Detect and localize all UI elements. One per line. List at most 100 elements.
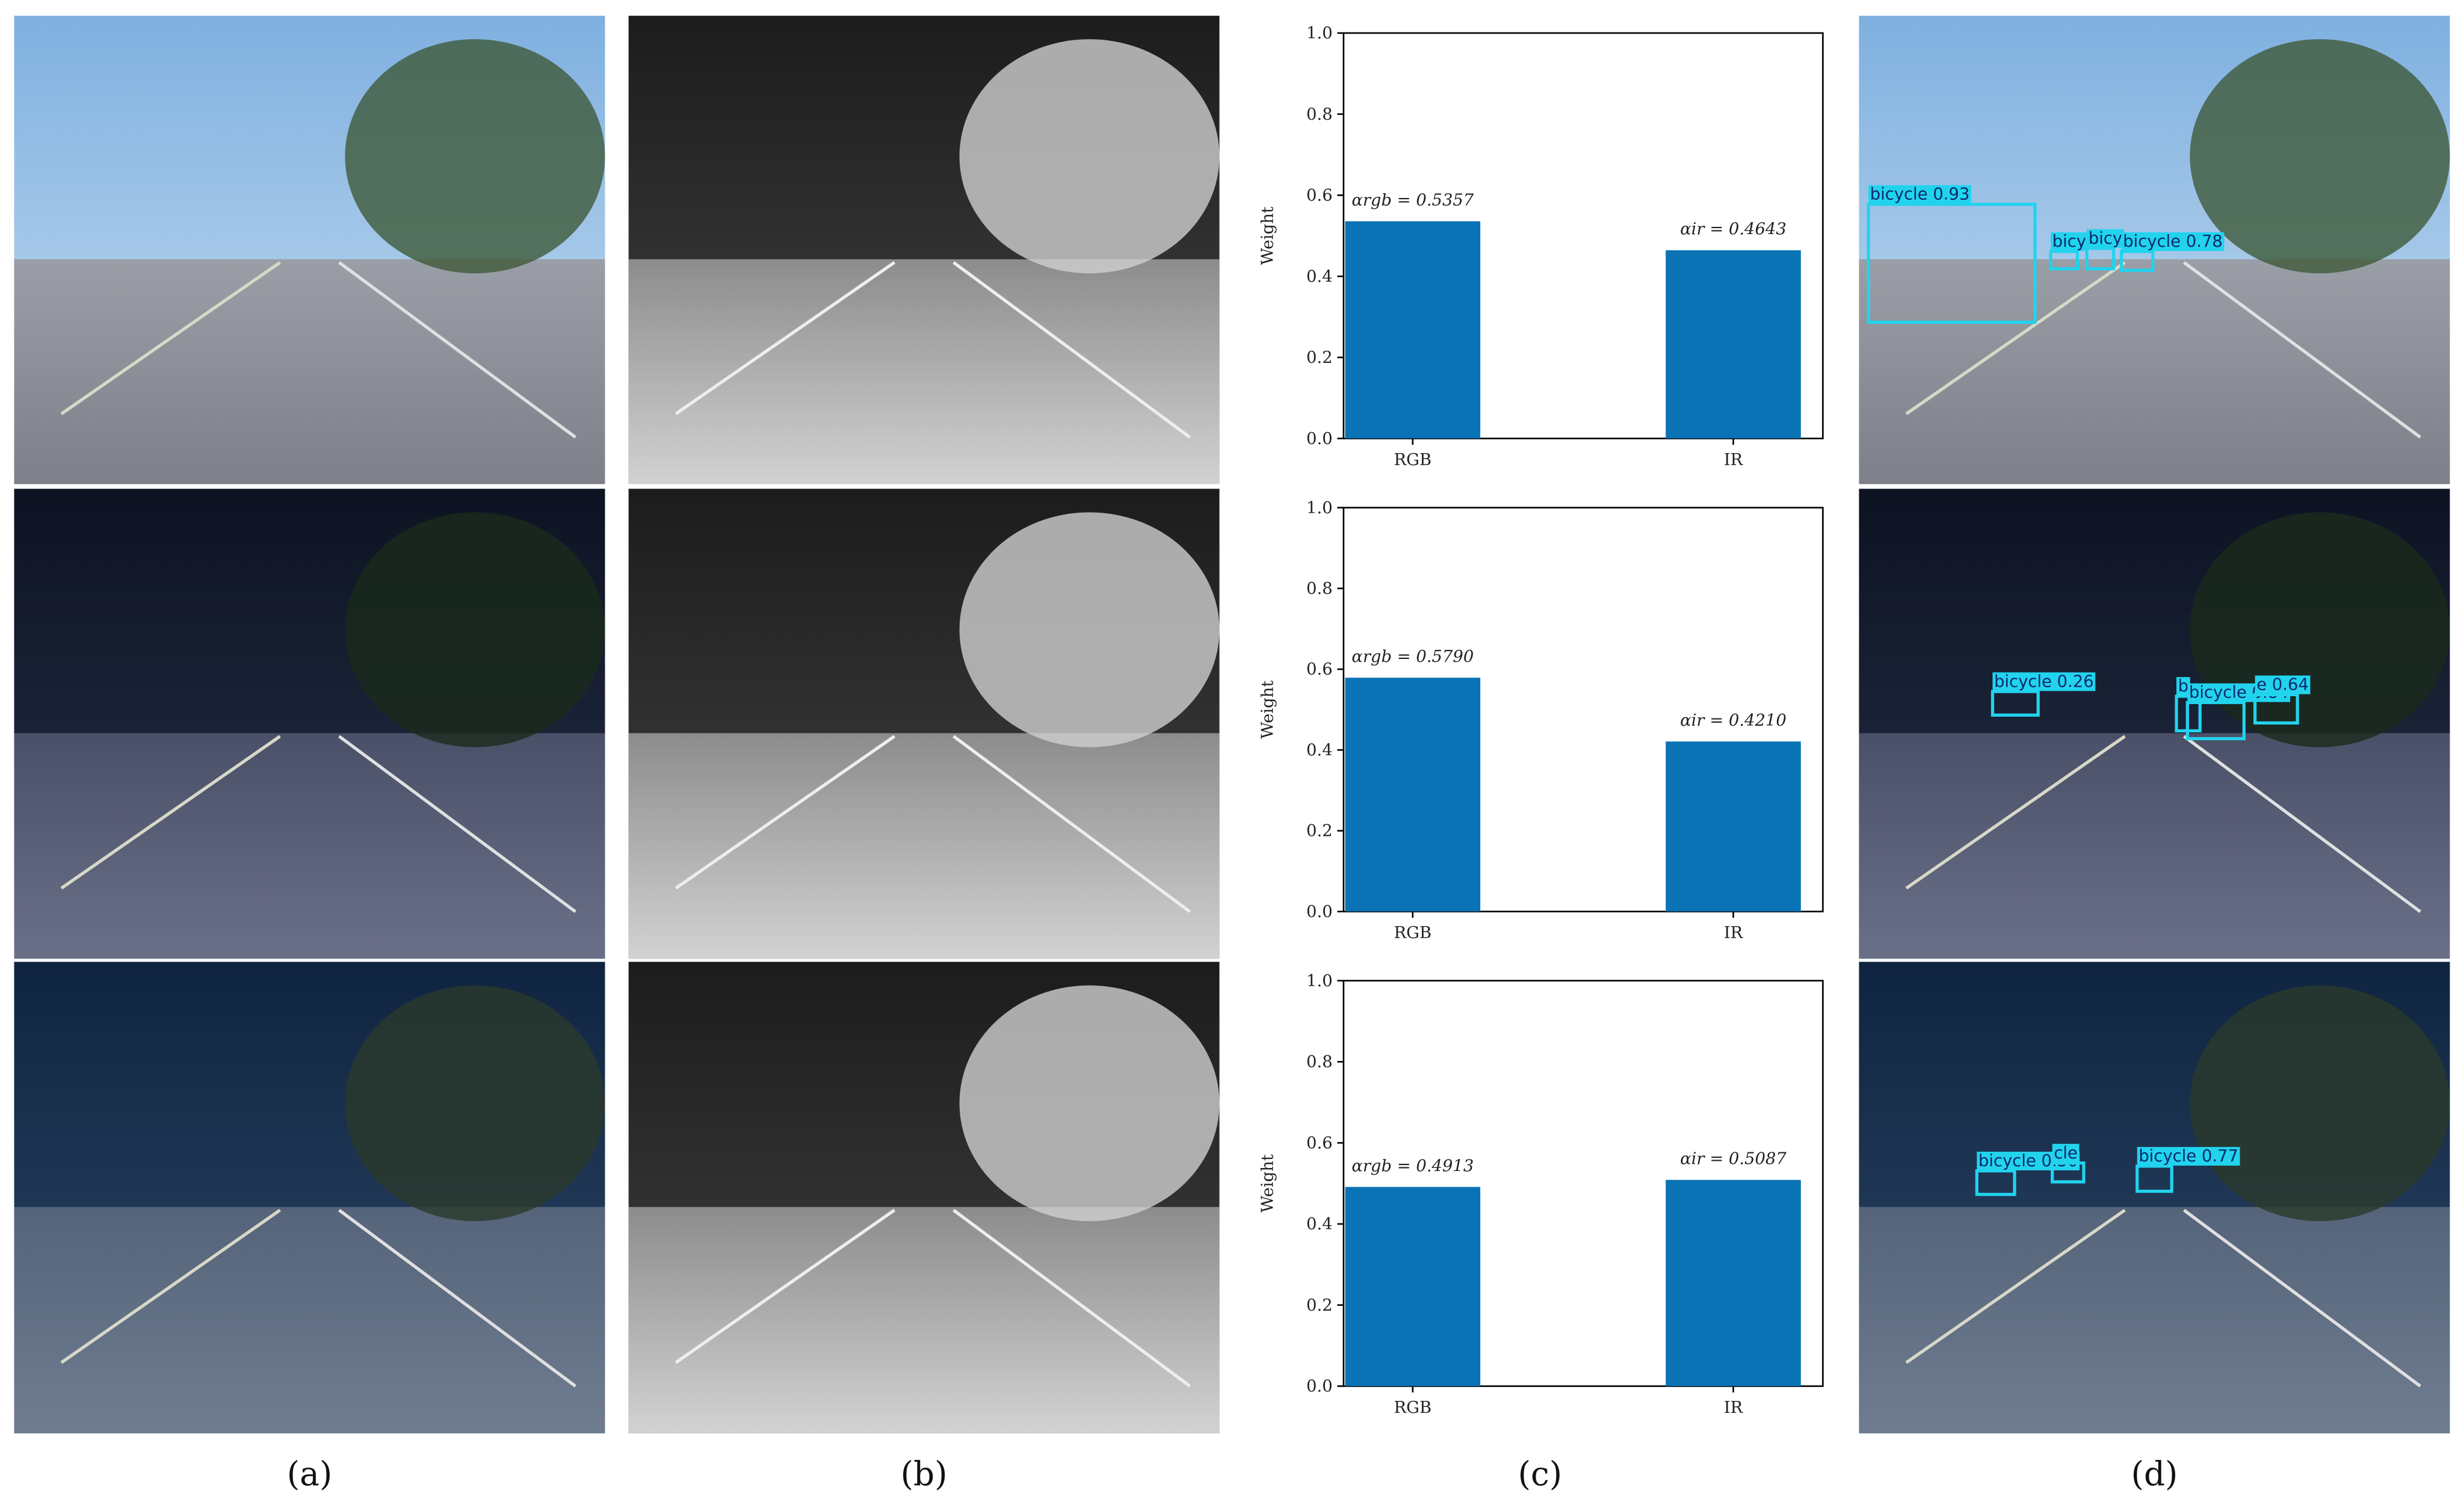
lane [675,1208,896,1364]
lane [2183,1208,2421,1388]
lane [953,261,1191,439]
photo [14,16,605,484]
detection-label-bg [2137,1147,2240,1166]
road [628,259,1220,484]
lane [338,735,576,913]
detection-box [1975,1169,2016,1196]
road [14,1207,605,1433]
lane [338,1208,576,1388]
y-tick-label: 0.2 [1306,348,1333,367]
bar [1345,221,1481,439]
y-tick-label: 0.6 [1306,1134,1333,1152]
lane [1905,261,2126,415]
road [14,733,605,959]
value-label: αrgb = 0.5357 [1351,191,1474,210]
panel-label: (d) [2131,1454,2178,1493]
road [1859,259,2450,484]
detection-label: bicy [2089,229,2122,248]
y-axis-label: Weight [1258,206,1277,265]
y-tick-label: 1.0 [1306,499,1333,518]
lane [60,261,281,415]
detection-label: e 0.64 [2256,676,2309,694]
photo [628,489,1220,959]
y-tick-label: 0.4 [1306,741,1333,759]
detection-label-bg [2255,675,2311,694]
detection-label: cle [2054,1144,2078,1163]
panel-label: (c) [1518,1454,1563,1493]
y-tick-label: 0.8 [1306,105,1333,124]
trees [345,985,605,1222]
x-tick-label: RGB [1394,924,1431,942]
detection-box [2049,250,2080,271]
detection-label: bicy [2052,232,2086,251]
road [1859,1207,2450,1433]
detection-label: bicycle 0.77 [2138,1147,2238,1166]
road [1859,733,2450,959]
detection-box [2051,1161,2086,1184]
y-tick-label: 0.6 [1306,187,1333,205]
road [628,1207,1220,1433]
y-axis-label: Weight [1258,1154,1277,1213]
x-tick-label: IR [1724,1398,1744,1417]
lane [60,1208,281,1364]
x-tick-label: RGB [1394,1398,1431,1417]
trees [959,512,1220,747]
photo [1859,962,2450,1433]
trees [2190,985,2450,1222]
y-axis-label: Weight [1258,681,1277,739]
lane [1905,735,2126,890]
value-label: αir = 0.4643 [1680,220,1786,239]
detection-label-bg [2121,232,2225,252]
detection-label-bg [1992,672,2096,691]
detection-label: bicycle 0.93 [1870,185,1970,204]
panel-label: (b) [901,1454,948,1493]
detection-label: bicycle 0.78 [2123,232,2223,251]
detection-box [2185,700,2246,741]
x-tick-label: IR [1724,924,1744,942]
y-tick-label: 0.0 [1306,430,1333,448]
detection-label-bg [2051,232,2088,252]
detection-label-bg [2052,1143,2080,1163]
bar [1345,1187,1481,1386]
y-tick-label: 1.0 [1306,24,1333,43]
detection-box [2253,693,2299,725]
value-label: αir = 0.4210 [1680,711,1786,730]
value-label: αir = 0.5087 [1680,1150,1786,1169]
lane [953,735,1191,913]
photo [14,489,605,959]
trees [2190,39,2450,274]
detection-label-bg [2087,229,2124,248]
y-tick-label: 0.4 [1306,1215,1333,1234]
value-label: αrgb = 0.5790 [1351,647,1474,666]
detection-box [2120,250,2155,272]
bar [1666,741,1801,912]
x-tick-label: RGB [1394,451,1431,469]
road [628,733,1220,959]
lane [675,735,896,890]
x-tick-label: IR [1724,451,1744,469]
bar [1666,1179,1801,1386]
y-tick-label: 0.6 [1306,660,1333,679]
lane [953,1208,1191,1388]
photo [628,16,1220,484]
panel-label: (a) [287,1454,332,1493]
trees [959,39,1220,274]
y-tick-label: 0.8 [1306,579,1333,598]
bar [1345,678,1481,912]
lane [1905,1208,2126,1364]
detection-label-bg [1868,185,1972,204]
photo [14,962,605,1433]
y-tick-label: 0.4 [1306,267,1333,286]
detection-label: bicycle 0.26 [1994,672,2094,691]
y-tick-label: 0.8 [1306,1053,1333,1072]
photo [628,962,1220,1433]
y-tick-label: 0.0 [1306,903,1333,921]
lane [60,735,281,890]
detection-box [2135,1164,2173,1193]
bar [1666,250,1801,439]
detection-box [1990,690,2040,717]
detection-label-bg [2176,677,2190,696]
detection-box [1867,202,2037,324]
